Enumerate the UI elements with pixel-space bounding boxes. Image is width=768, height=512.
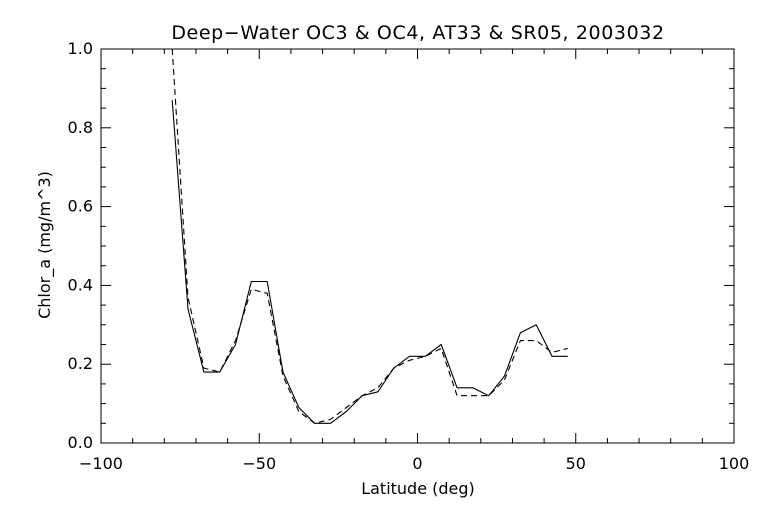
- series-layer: [171, 48, 568, 424]
- x-tick-label: −50: [242, 454, 276, 473]
- x-tick-label: 50: [566, 454, 586, 473]
- y-tick-label: 0.8: [68, 118, 93, 137]
- y-tick-label: 0.6: [68, 197, 93, 216]
- chart-title: Deep−Water OC3 & OC4, AT33 & SR05, 20030…: [171, 22, 664, 44]
- y-tick-label: 1.0: [68, 39, 93, 58]
- y-tick-label: 0.4: [68, 275, 93, 294]
- series-line-dashed: [171, 48, 568, 424]
- plot-frame: [100, 48, 735, 444]
- x-tick-label: −100: [79, 454, 123, 473]
- axis-ticks: −100 −50 0 50 100 0.0 0.2 0.4 0.6 0.8 1.0: [68, 39, 750, 473]
- x-tick-label: 0: [412, 454, 422, 473]
- y-tick-label: 0.0: [68, 433, 93, 452]
- x-tick-label: 100: [719, 454, 750, 473]
- y-tick-label: 0.2: [68, 354, 93, 373]
- y-axis-label: Chlor_a (mg/m^3): [35, 171, 55, 319]
- series-line-solid: [171, 100, 568, 424]
- x-axis-label: Latitude (deg): [361, 479, 475, 498]
